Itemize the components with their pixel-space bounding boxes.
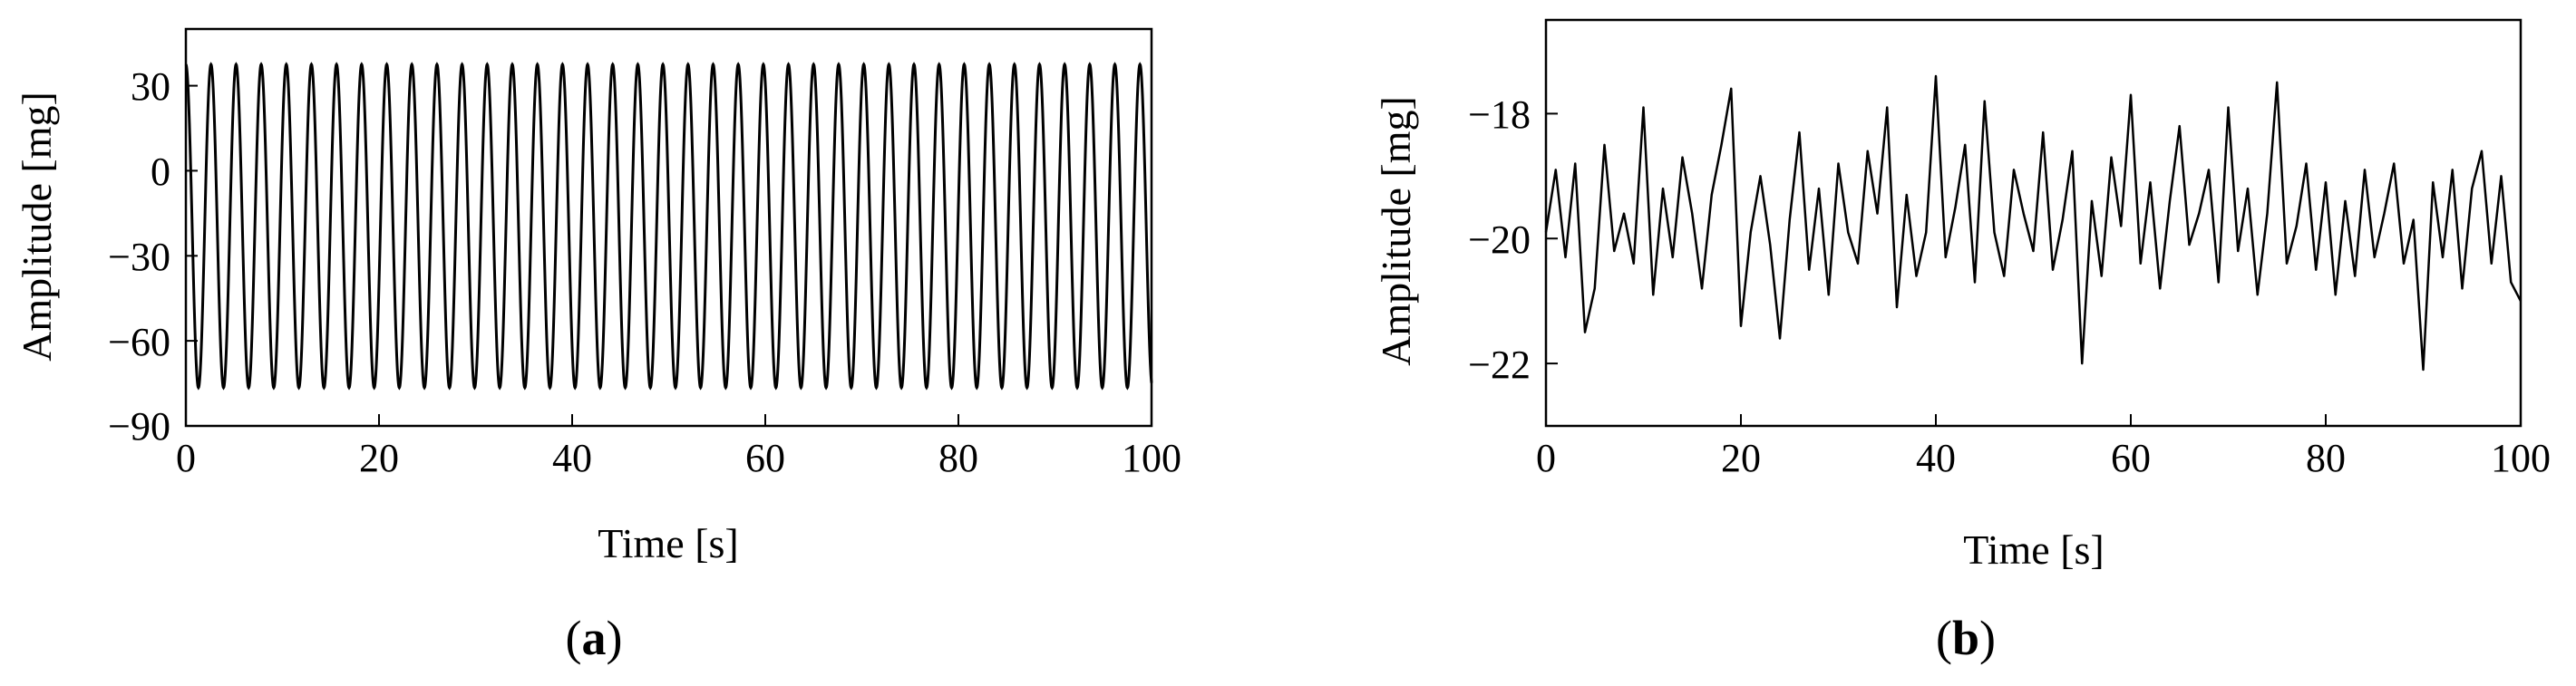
x-tick-label-b-0: 0	[1536, 436, 1556, 480]
x-axis-title-a: Time [s]	[598, 520, 739, 566]
x-tick-label-b-80: 80	[2306, 436, 2346, 480]
series-line-a	[184, 62, 1153, 391]
panel-label-b: (b)	[1936, 611, 1996, 665]
x-tick-label-b-40: 40	[1916, 436, 1956, 480]
x-ticks-a	[378, 414, 959, 426]
plot-frame-b	[1544, 18, 2523, 428]
y-tick-label-b-neg18: −18	[1468, 92, 1531, 137]
x-axis-title-b: Time [s]	[1963, 527, 2105, 573]
x-tick-labels-b: 0 20 40 60 80 100	[1536, 436, 2551, 480]
x-tick-label-a-80: 80	[938, 436, 978, 480]
x-tick-label-a-100: 100	[1122, 436, 1181, 480]
y-tick-label-a-neg90: −90	[108, 404, 170, 449]
y-axis-title-a: Amplitude [mg]	[14, 92, 60, 362]
y-tick-label-a-0: 0	[151, 150, 170, 194]
y-tick-labels-b: −18 −20 −22	[1468, 92, 1531, 387]
x-tick-labels-a: 0 20 40 60 80 100	[176, 436, 1181, 480]
y-tick-label-b-neg22: −22	[1468, 343, 1531, 387]
panel-label-b-letter: b	[1952, 611, 1979, 665]
y-tick-label-a-30: 30	[131, 64, 170, 109]
x-tick-label-b-100: 100	[2491, 436, 2551, 480]
y-tick-label-b-neg20: −20	[1468, 217, 1531, 262]
panel-label-b-close: )	[1979, 611, 1996, 665]
x-ticks-b	[1740, 414, 2327, 426]
y-tick-label-a-neg60: −60	[108, 320, 170, 364]
panel-a: 30 0 −30 −60 −90 0 20 40 60 80 100 Time …	[14, 27, 1181, 665]
x-tick-label-b-60: 60	[2111, 436, 2151, 480]
panel-label-a-open: (	[566, 611, 582, 665]
panel-label-a: (a)	[566, 611, 623, 665]
panel-b: −18 −20 −22 0 20 40 60 80 100 Time [s] A…	[1373, 18, 2551, 665]
panel-label-a-letter: a	[582, 611, 607, 665]
y-ticks-b	[1546, 112, 1558, 365]
y-axis-title-b: Amplitude [mg]	[1373, 96, 1419, 366]
x-tick-label-b-20: 20	[1721, 436, 1761, 480]
x-tick-label-a-60: 60	[745, 436, 785, 480]
x-tick-label-a-0: 0	[176, 436, 196, 480]
series-line-b	[1544, 74, 2523, 372]
plot-frame-a	[184, 27, 1153, 428]
y-tick-label-a-neg30: −30	[108, 235, 170, 279]
x-tick-label-a-40: 40	[552, 436, 592, 480]
y-tick-labels-a: 30 0 −30 −60 −90	[108, 64, 170, 449]
x-tick-label-a-20: 20	[359, 436, 399, 480]
panel-label-a-close: )	[607, 611, 623, 665]
panel-label-b-open: (	[1936, 611, 1952, 665]
